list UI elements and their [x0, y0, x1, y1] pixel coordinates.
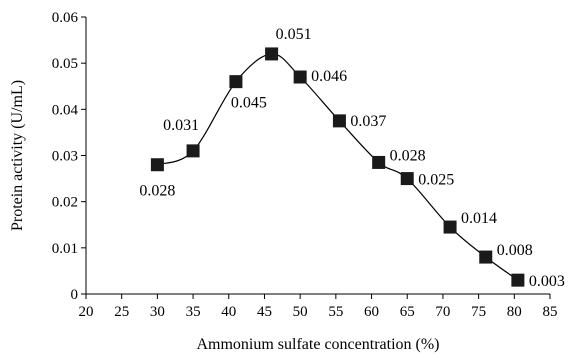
- y-tick-label: 0.06: [52, 10, 79, 26]
- data-point-label: 0.051: [276, 26, 312, 43]
- x-tick-label: 65: [400, 304, 415, 320]
- x-tick-label: 60: [364, 304, 379, 320]
- x-tick-label: 45: [257, 304, 272, 320]
- x-tick-label: 70: [435, 304, 450, 320]
- data-point-marker: [150, 158, 164, 172]
- data-point-label: 0.045: [231, 95, 267, 112]
- data-point-marker: [265, 47, 279, 61]
- data-point-marker: [229, 75, 243, 89]
- x-tick-label: 85: [543, 304, 558, 320]
- data-point-marker: [186, 144, 200, 158]
- data-markers: [150, 47, 525, 287]
- x-tick-label: 35: [186, 304, 201, 320]
- data-point-label: 0.028: [139, 183, 175, 200]
- data-point-label: 0.037: [350, 113, 386, 130]
- data-point-marker: [443, 220, 457, 234]
- x-tick-label: 25: [114, 304, 129, 320]
- data-point-marker: [400, 172, 414, 186]
- x-tick-label: 75: [471, 304, 486, 320]
- x-tick-label: 55: [328, 304, 343, 320]
- y-tick-label: 0.05: [52, 56, 78, 72]
- data-point-label: 0.028: [390, 147, 426, 164]
- data-point-label: 0.025: [418, 172, 454, 189]
- data-point-marker: [293, 70, 307, 84]
- y-tick-label: 0.04: [52, 102, 79, 118]
- data-point-label: 0.014: [461, 210, 497, 227]
- data-point-label: 0.003: [529, 273, 565, 290]
- y-tick-label: 0.02: [52, 195, 78, 211]
- y-axis-title: Protein activity (U/mL): [9, 80, 26, 231]
- x-axis-ticks: 20 25 30 35 40 45 50 55 60 65 70 75 80 85: [79, 294, 558, 320]
- x-axis-title: Ammonium sulfate concentration (%): [196, 336, 439, 353]
- y-axis-ticks: 0 0.01 0.02 0.03 0.04 0.05 0.06: [52, 10, 86, 303]
- y-tick-label: 0: [71, 287, 79, 303]
- data-point-marker: [479, 250, 493, 264]
- data-labels: 0.0280.0310.0450.0510.0460.0370.0280.025…: [139, 26, 564, 290]
- data-point-marker: [511, 273, 525, 287]
- series-line: [157, 53, 519, 281]
- y-tick-label: 0.01: [52, 241, 78, 257]
- x-tick-label: 30: [150, 304, 165, 320]
- x-tick-label: 50: [293, 304, 308, 320]
- x-tick-label: 80: [507, 304, 522, 320]
- data-point-marker: [372, 155, 386, 169]
- x-tick-label: 20: [79, 304, 94, 320]
- data-point-label: 0.046: [311, 68, 347, 85]
- x-tick-label: 40: [221, 304, 236, 320]
- y-tick-label: 0.03: [52, 149, 78, 165]
- data-point-label: 0.031: [163, 117, 199, 134]
- data-point-marker: [332, 114, 346, 128]
- data-point-label: 0.008: [497, 242, 533, 259]
